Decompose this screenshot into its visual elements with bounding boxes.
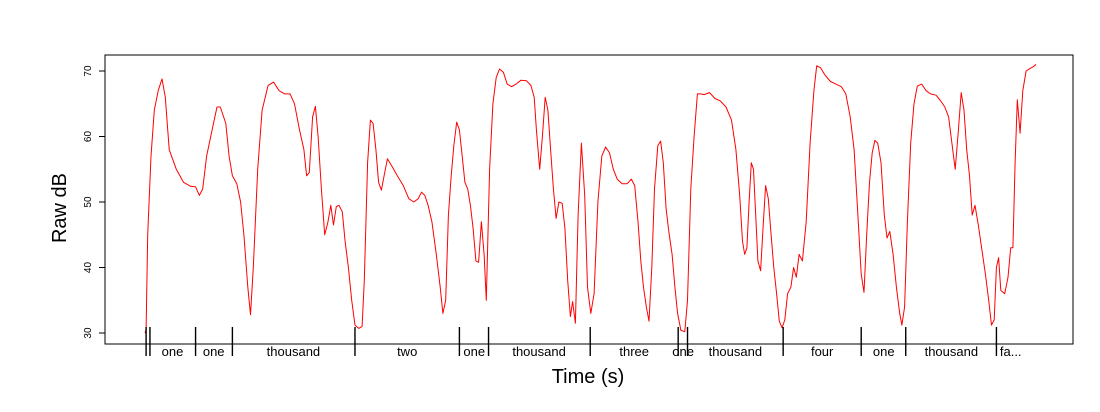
- segment-label: thousand: [925, 344, 979, 359]
- segment-label: one: [162, 344, 184, 359]
- y-tick-label: 60: [83, 131, 94, 143]
- segment-label: three: [619, 344, 649, 359]
- segment-label: fa...: [1000, 344, 1022, 359]
- y-tick-label: 30: [83, 327, 94, 339]
- segment-label: thousand: [267, 344, 321, 359]
- x-axis-title: Time (s): [552, 366, 625, 388]
- y-tick-label: 40: [83, 262, 94, 274]
- segment-marks: [145, 327, 998, 356]
- series-layer: [144, 64, 1037, 334]
- y-axis: 30 40 50 60 70: [83, 65, 105, 339]
- segment-label: one: [672, 344, 694, 359]
- y-tick-label: 50: [83, 196, 94, 208]
- segment-label: one: [203, 344, 225, 359]
- series-line: [144, 64, 1037, 334]
- segment-label: thousand: [512, 344, 566, 359]
- segment-label: one: [463, 344, 485, 359]
- segment-label: one: [873, 344, 895, 359]
- plot-frame: [104, 54, 1074, 345]
- segment-labels: one one thousand two one thousand three one thou…: [162, 344, 1022, 359]
- segment-label: four: [811, 344, 834, 359]
- y-tick-label: 70: [83, 65, 94, 77]
- segment-label: two: [397, 344, 417, 359]
- y-axis-title: Raw dB: [49, 173, 71, 243]
- segment-label: thousand: [709, 344, 763, 359]
